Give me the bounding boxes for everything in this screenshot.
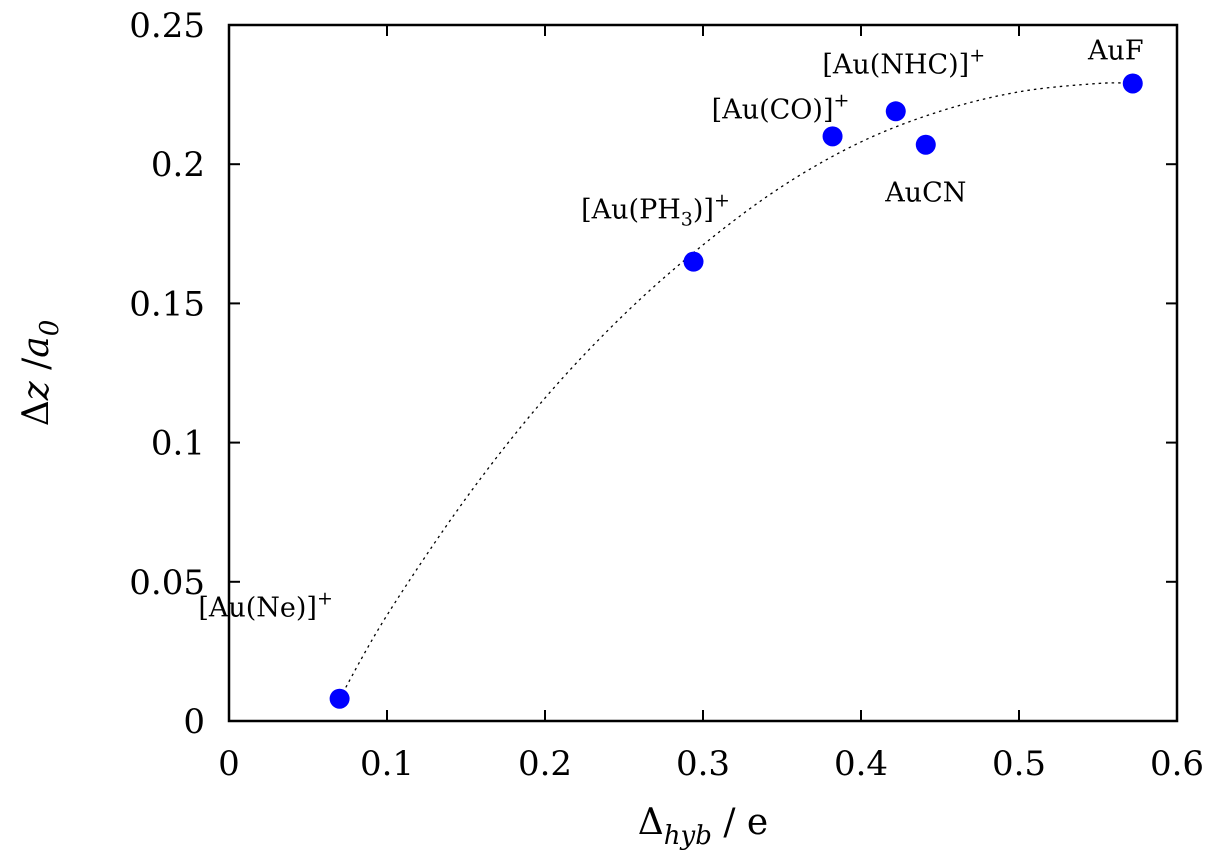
- x-tick-label: 0.4: [834, 744, 888, 784]
- point-label-text: [Au(NHC)]: [822, 49, 969, 80]
- point-label-text: AuCN: [884, 178, 966, 209]
- y-axis-label-a: a: [16, 336, 57, 357]
- point-label: AuF: [1087, 35, 1144, 66]
- y-tick-label: 0.1: [151, 424, 205, 464]
- data-point: [329, 688, 350, 709]
- point-labels: [Au(Ne)]+[Au(PH3)]+[Au(CO)]+[Au(NHC)]+Au…: [198, 35, 1143, 623]
- point-label-text: [Au(CO)]: [712, 94, 834, 125]
- point-label: [Au(PH3)]+: [581, 190, 730, 231]
- y-tick-label: 0.05: [129, 563, 205, 603]
- y-axis-label: Δz /a0: [16, 320, 65, 427]
- x-tick-label: 0.2: [518, 744, 572, 784]
- point-label: [Au(CO)]+: [712, 89, 850, 125]
- x-tick-label: 0.1: [360, 744, 414, 784]
- x-tick-label: 0.3: [676, 744, 730, 784]
- x-axis-label-subscript: hyb: [664, 821, 712, 851]
- y-axis-label-z: z: [16, 380, 57, 401]
- point-label-text: [Au(PH: [581, 195, 681, 226]
- x-axis-label: Δhyb / e: [638, 802, 768, 851]
- data-point: [1122, 73, 1143, 94]
- point-label-text: AuF: [1087, 35, 1144, 66]
- point-label-suffix: )]: [693, 195, 714, 226]
- axis-ticks: 0 0.1 0.2 0.3 0.4 0.5 0.6 0 0.05 0.1 0.15 0.2 0.25: [129, 6, 1204, 784]
- point-label: AuCN: [884, 178, 966, 209]
- data-points: [329, 73, 1143, 709]
- y-axis-label-base: Δ: [16, 400, 57, 426]
- x-tick-label: 0: [218, 744, 240, 784]
- point-label-subscript: 3: [681, 209, 693, 231]
- point-label-superscript: +: [317, 588, 333, 610]
- point-label-superscript: +: [834, 89, 850, 111]
- fit-curve-layer: [339, 82, 1133, 700]
- x-tick-label: 0.5: [992, 744, 1046, 784]
- y-tick-label: 0.25: [129, 6, 205, 46]
- point-label-text: [Au(Ne)]: [198, 593, 317, 624]
- plot-frame: [227, 23, 1179, 723]
- x-tick-label: 0.6: [1150, 744, 1204, 784]
- point-label-superscript: +: [714, 190, 730, 212]
- point-label-superscript: +: [969, 44, 985, 66]
- point-label: [Au(Ne)]+: [198, 588, 333, 624]
- data-point: [915, 134, 936, 155]
- y-axis-label-slash: /: [16, 357, 57, 381]
- y-tick-label: 0: [183, 702, 205, 742]
- point-label: [Au(NHC)]+: [822, 44, 985, 80]
- y-tick-label: 0.15: [129, 284, 205, 324]
- fit-curve: [339, 82, 1133, 700]
- y-tick-label: 0.2: [151, 145, 205, 185]
- data-point: [885, 101, 906, 122]
- x-axis-label-unit: / e: [712, 802, 768, 843]
- x-axis-label-base: Δ: [638, 802, 664, 843]
- y-axis-label-subscript: 0: [35, 320, 65, 337]
- data-point: [822, 126, 843, 147]
- data-point: [683, 251, 704, 272]
